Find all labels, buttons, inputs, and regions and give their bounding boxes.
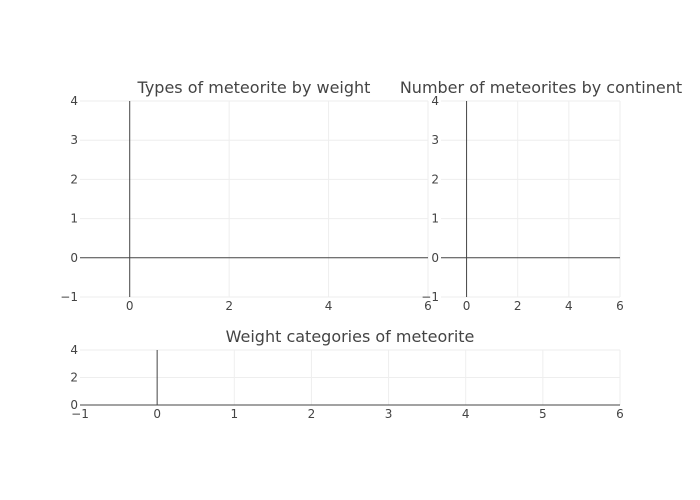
x-tick-label-1-3: 6 xyxy=(424,299,432,313)
x-tick-label-2-1: 2 xyxy=(514,299,522,313)
x-tick-label-3-6: 5 xyxy=(539,407,547,421)
y-tick-label-3-1: 2 xyxy=(70,371,78,385)
x-tick-label-1-2: 4 xyxy=(325,299,333,313)
y-tick-label-2-0: −1 xyxy=(421,290,439,304)
x-tick-label-3-5: 4 xyxy=(462,407,470,421)
x-tick-label-3-3: 2 xyxy=(308,407,316,421)
y-tick-label-3-2: 4 xyxy=(70,343,78,357)
x-tick-label-1-1: 2 xyxy=(225,299,233,313)
y-tick-label-2-2: 1 xyxy=(431,212,439,226)
x-tick-label-1-0: 0 xyxy=(126,299,134,313)
y-tick-label-1-3: 2 xyxy=(70,172,78,186)
x-tick-label-3-0: −1 xyxy=(71,407,89,421)
subplot-1: 0 2 4 6 −1 0 1 2 3 4 Types of meteorite by weight xyxy=(60,78,432,313)
x-tick-label-3-1: 0 xyxy=(153,407,161,421)
y-tick-label-1-5: 4 xyxy=(70,94,78,108)
y-tick-label-1-2: 1 xyxy=(70,212,78,226)
y-tick-label-1-0: −1 xyxy=(60,290,78,304)
chart-title-3: Weight categories of meteorite xyxy=(226,327,475,346)
chart-title-2: Number of meteorites by continent xyxy=(400,78,682,97)
y-tick-label-2-1: 0 xyxy=(431,251,439,265)
x-tick-label-3-7: 6 xyxy=(616,407,624,421)
y-tick-label-1-1: 0 xyxy=(70,251,78,265)
x-tick-label-3-2: 1 xyxy=(230,407,238,421)
x-tick-label-2-2: 4 xyxy=(565,299,573,313)
x-tick-label-2-3: 6 xyxy=(616,299,624,313)
x-tick-label-2-0: 0 xyxy=(463,299,471,313)
y-tick-label-2-5: 4 xyxy=(431,94,439,108)
x-tick-label-3-4: 3 xyxy=(385,407,393,421)
y-tick-label-1-4: 3 xyxy=(70,133,78,147)
y-tick-label-2-4: 3 xyxy=(431,133,439,147)
y-tick-label-2-3: 2 xyxy=(431,172,439,186)
chart-title-1: Types of meteorite by weight xyxy=(137,78,371,97)
y-tick-label-3-0: 0 xyxy=(70,398,78,412)
